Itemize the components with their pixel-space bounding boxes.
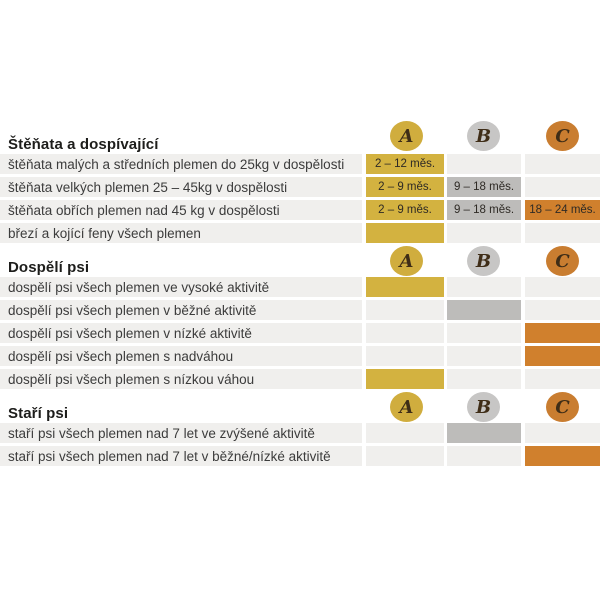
table-row: štěňata obřích plemen nad 45 kg v dospěl… (0, 200, 600, 220)
section-title: Štěňata a dospívající (8, 136, 159, 153)
cell-c-empty (525, 369, 600, 389)
column-badge-b: B (467, 121, 500, 151)
table-row: štěňata velkých plemen 25 – 45kg v dospě… (0, 177, 600, 197)
cell-a-filled (366, 223, 444, 243)
row-label: štěňata malých a středních plemen do 25k… (0, 154, 362, 174)
cell-b-filled (447, 300, 521, 320)
table-row: dospělí psi všech plemen v nízké aktivit… (0, 323, 600, 343)
column-badge-a: A (390, 121, 423, 151)
cell-c-empty (525, 154, 600, 174)
cell-c-empty (525, 177, 600, 197)
column-badge-a: A (390, 246, 423, 276)
cell-c-empty (525, 423, 600, 443)
cell-b-filled: 9 – 18 měs. (447, 177, 521, 197)
cell-b-empty (447, 369, 521, 389)
table-row: staří psi všech plemen nad 7 let ve zvýš… (0, 423, 600, 443)
cell-a-filled (366, 369, 444, 389)
cell-c-filled (525, 323, 600, 343)
row-label: staří psi všech plemen nad 7 let ve zvýš… (0, 423, 362, 443)
column-badge-c: C (546, 121, 579, 151)
section-header: Staří psi A B C (0, 392, 600, 423)
cell-a-empty (366, 323, 444, 343)
cell-c-empty (525, 223, 600, 243)
row-label: štěňata velkých plemen 25 – 45kg v dospě… (0, 177, 362, 197)
table-row: dospělí psi všech plemen s nadváhou (0, 346, 600, 366)
table-row: dospělí psi všech plemen s nízkou váhou (0, 369, 600, 389)
cell-a-filled (366, 277, 444, 297)
cell-b-empty (447, 446, 521, 466)
section-title: Dospělí psi (8, 259, 90, 276)
cell-c-empty (525, 300, 600, 320)
cell-b-empty (447, 223, 521, 243)
table-row: štěňata malých a středních plemen do 25k… (0, 154, 600, 174)
cell-b-filled: 9 – 18 měs. (447, 200, 521, 220)
cell-a-filled: 2 – 9 měs. (366, 177, 444, 197)
cell-b-filled (447, 423, 521, 443)
cell-a-filled: 2 – 12 měs. (366, 154, 444, 174)
cell-b-empty (447, 154, 521, 174)
table-row: dospělí psi všech plemen v běžné aktivit… (0, 300, 600, 320)
cell-a-empty (366, 346, 444, 366)
section-header: Štěňata a dospívající A B C (0, 121, 600, 154)
section-header: Dospělí psi A B C (0, 246, 600, 277)
cell-c-empty (525, 277, 600, 297)
cell-a-empty (366, 300, 444, 320)
column-badge-b: B (467, 392, 500, 422)
row-label: dospělí psi všech plemen ve vysoké aktiv… (0, 277, 362, 297)
row-label: dospělí psi všech plemen s nízkou váhou (0, 369, 362, 389)
column-badge-b: B (467, 246, 500, 276)
section-title: Staří psi (8, 405, 69, 422)
table-row: staří psi všech plemen nad 7 let v běžné… (0, 446, 600, 466)
column-badge-c: C (546, 246, 579, 276)
column-badge-c: C (546, 392, 579, 422)
cell-a-empty (366, 446, 444, 466)
cell-a-empty (366, 423, 444, 443)
table-row: březí a kojící feny všech plemen (0, 223, 600, 243)
row-label: dospělí psi všech plemen v běžné aktivit… (0, 300, 362, 320)
cell-c-filled (525, 446, 600, 466)
cell-c-filled: 18 – 24 měs. (525, 200, 600, 220)
cell-b-empty (447, 346, 521, 366)
cell-c-filled (525, 346, 600, 366)
row-label: dospělí psi všech plemen v nízké aktivit… (0, 323, 362, 343)
row-label: štěňata obřích plemen nad 45 kg v dospěl… (0, 200, 362, 220)
row-label: staří psi všech plemen nad 7 let v běžné… (0, 446, 362, 466)
table-row: dospělí psi všech plemen ve vysoké aktiv… (0, 277, 600, 297)
cell-a-filled: 2 – 9 měs. (366, 200, 444, 220)
cell-b-empty (447, 323, 521, 343)
row-label: dospělí psi všech plemen s nadváhou (0, 346, 362, 366)
cell-b-empty (447, 277, 521, 297)
row-label: březí a kojící feny všech plemen (0, 223, 362, 243)
column-badge-a: A (390, 392, 423, 422)
